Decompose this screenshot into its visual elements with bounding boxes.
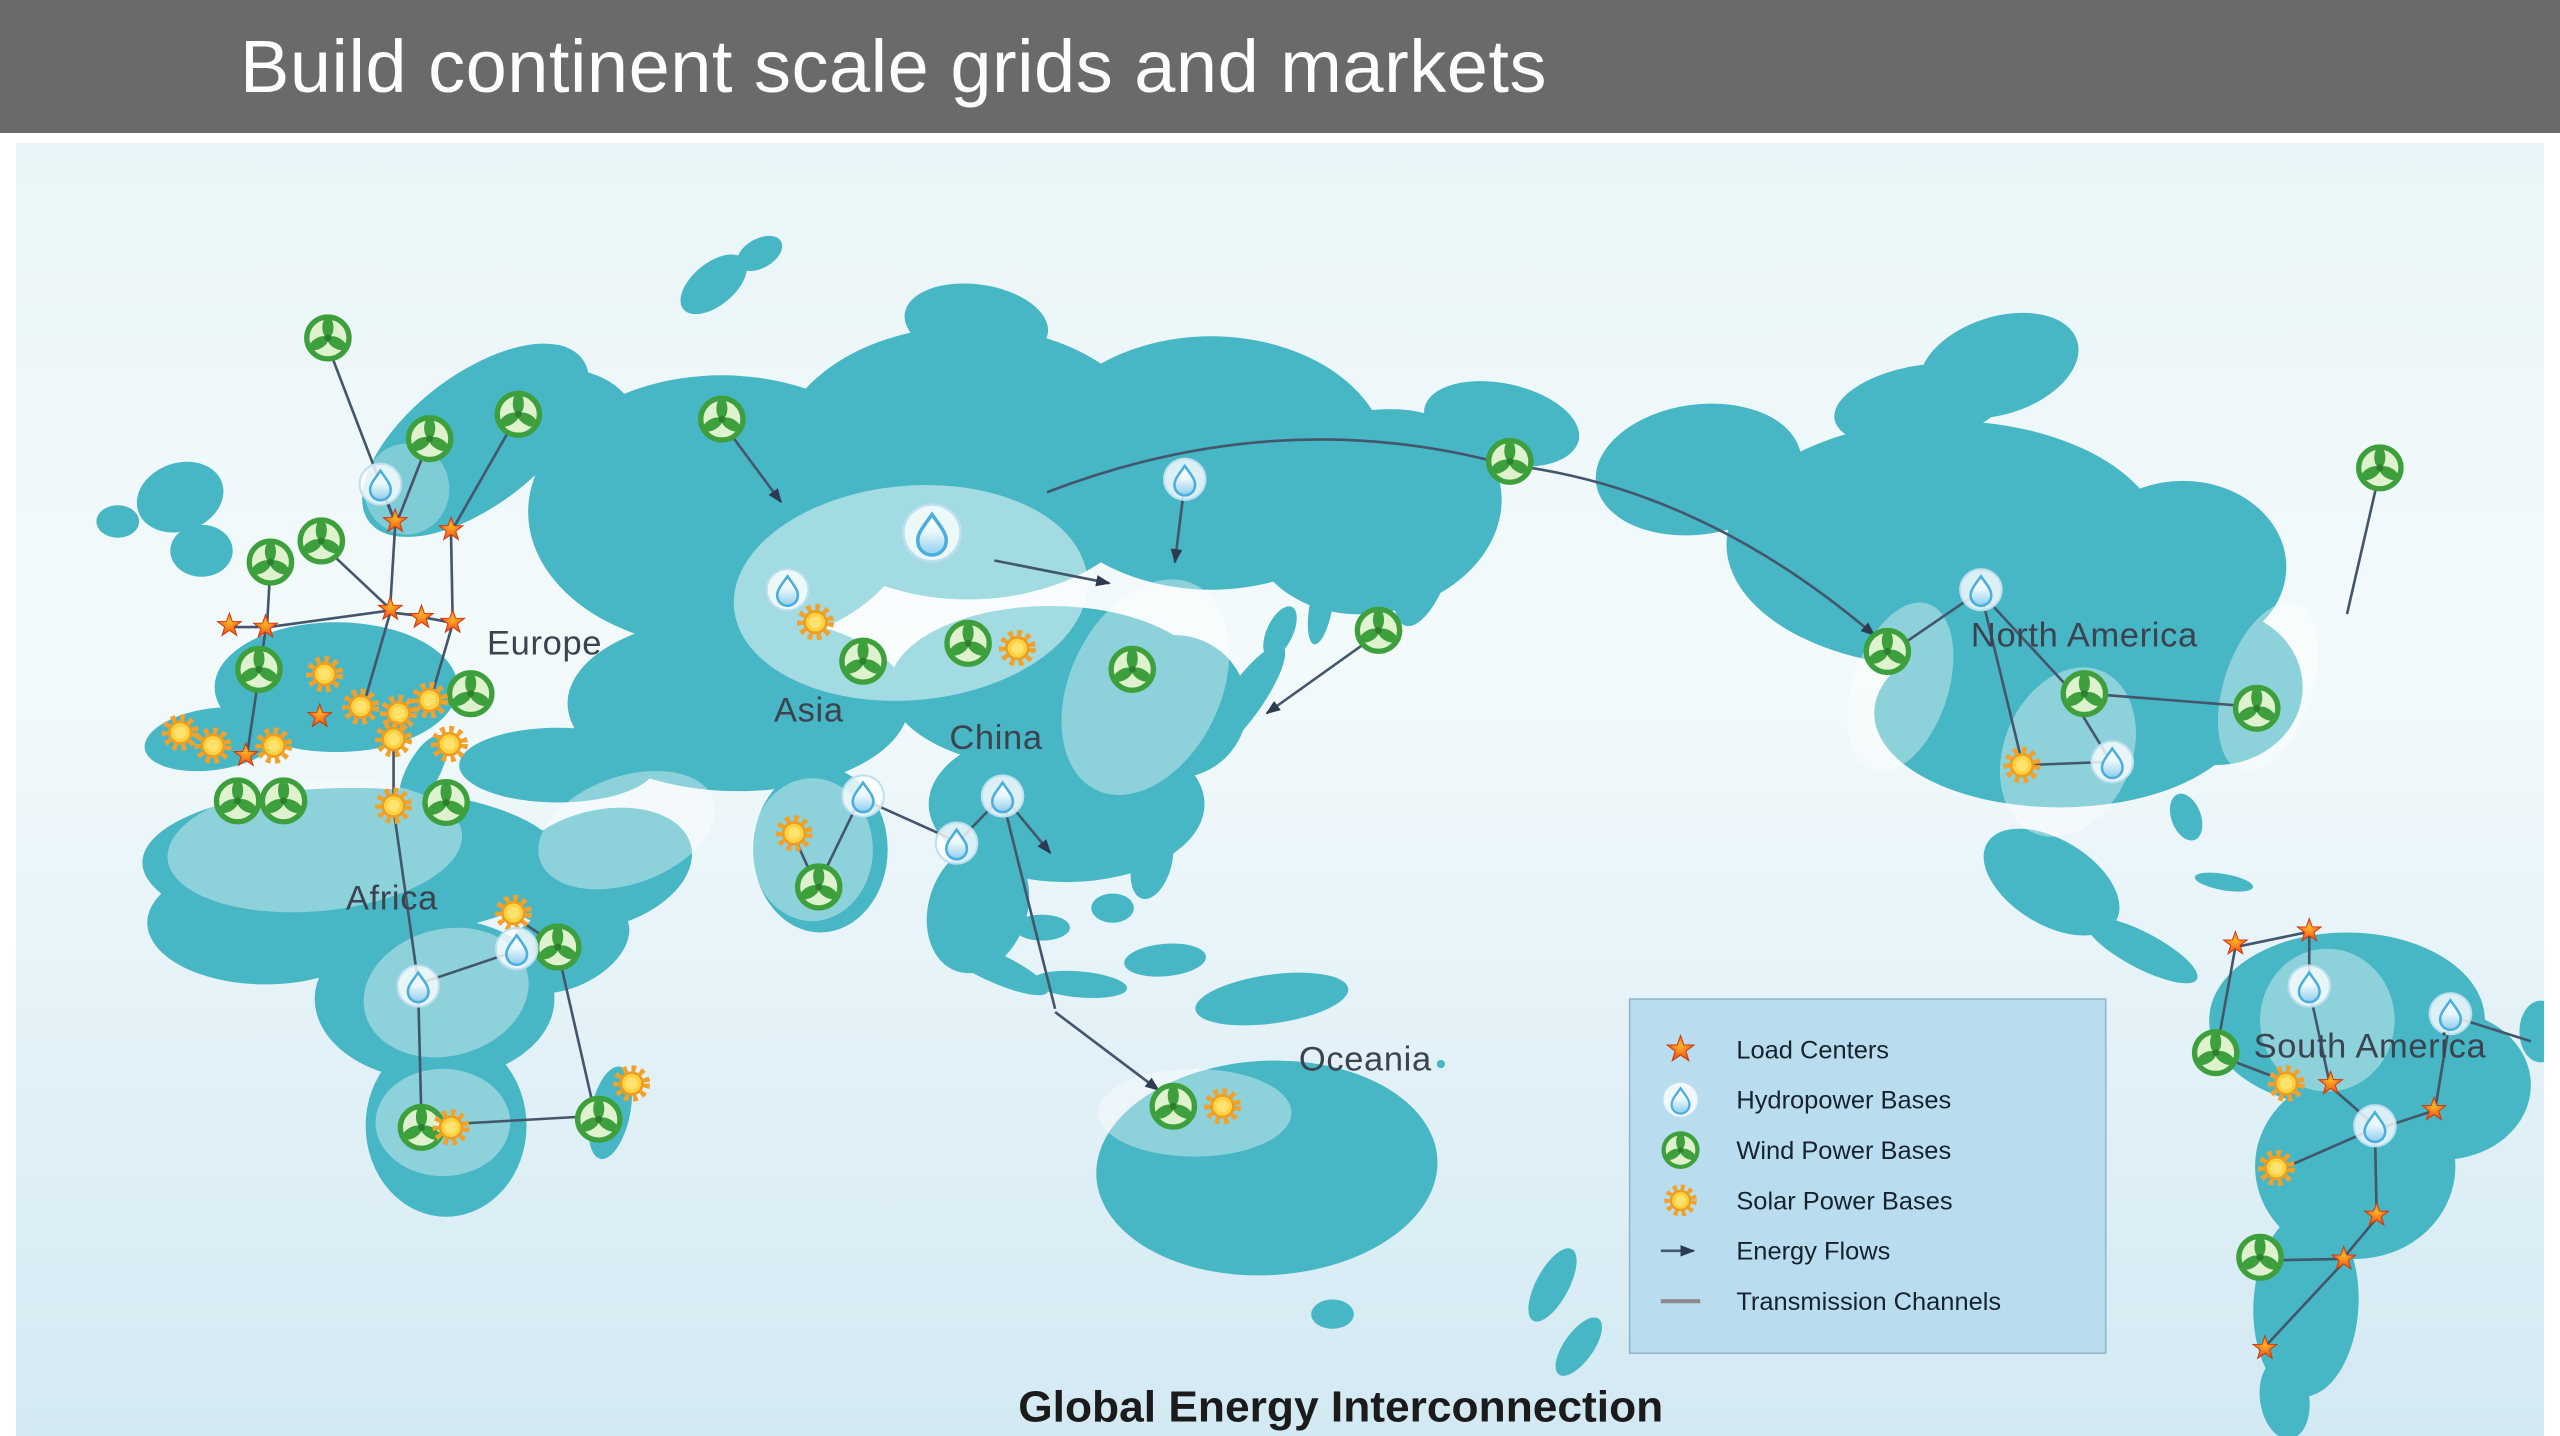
- legend-label: Solar Power Bases: [1736, 1188, 1952, 1216]
- wind-power-base-icon: [1489, 440, 1532, 482]
- wind-power-base-icon: [2194, 1032, 2237, 1074]
- hydropower-base-icon: [901, 502, 963, 564]
- transmission-line: [416, 989, 423, 1123]
- transmission-line: [1979, 592, 2024, 763]
- wind-power-base-icon: [2359, 447, 2402, 489]
- wind-power-base-icon: [497, 393, 540, 435]
- wind-power-base-icon: [216, 780, 259, 822]
- region-label-north-america: North America: [1971, 617, 2198, 655]
- legend-box: [1628, 998, 2107, 1354]
- legend-label: Transmission Channels: [1736, 1288, 2001, 1316]
- hydropower-base-icon: [396, 964, 441, 1008]
- wind-power-base-icon: [797, 866, 840, 908]
- region-labels: Europe Asia China Africa Oceania North Americ…: [346, 617, 2487, 1079]
- wind-power-base-icon: [408, 418, 451, 460]
- transmission-line: [2344, 1217, 2378, 1257]
- continents: [96, 235, 2544, 1436]
- hydropower-base-icon: [765, 567, 810, 612]
- transmission-line: [268, 609, 388, 629]
- transmission-line: [2235, 931, 2307, 949]
- transmission-line: [430, 623, 454, 698]
- hydropower-base-icon: [2352, 1103, 2398, 1148]
- region-label-africa: Africa: [346, 880, 438, 918]
- wind-power-base-icon: [2063, 673, 2106, 715]
- hydropower-base-icon: [2090, 739, 2135, 784]
- map-legend: Load Centers Hydropower Bases Wind Power B…: [1628, 998, 2107, 1354]
- region-label-china: China: [949, 719, 1043, 757]
- wind-power-base-icon: [249, 541, 292, 583]
- region-label-asia: Asia: [774, 691, 844, 729]
- hydropower-base-icon: [1162, 457, 1207, 502]
- hydropower-base-icon: [358, 462, 403, 507]
- transmission-line: [2345, 470, 2382, 615]
- transmission-line: [362, 612, 392, 704]
- wind-power-base-icon: [536, 926, 579, 968]
- region-label-oceania: Oceania: [1299, 1041, 1432, 1079]
- wind-power-base-icon: [262, 780, 305, 822]
- energy-flow-arrow: [1519, 464, 1876, 637]
- wind-power-base-icon: [307, 317, 350, 359]
- transmission-line: [2265, 1261, 2345, 1346]
- wind-power-base-icon: [2239, 1236, 2282, 1278]
- wind-power-base-icon: [947, 622, 990, 664]
- slide-header: Build continent scale grids and markets: [0, 0, 2560, 133]
- region-label-south-america: South America: [2254, 1028, 2487, 1066]
- hydropower-base-icon: [934, 821, 979, 866]
- wind-power-base-icon: [1664, 1133, 1698, 1167]
- wind-power-base-icon: [449, 673, 492, 715]
- map-area: Europe Asia China Africa Oceania North Americ…: [16, 143, 2544, 1436]
- region-label-europe: Europe: [487, 625, 602, 663]
- world-map: Europe Asia China Africa Oceania North Americ…: [16, 143, 2544, 1436]
- wind-power-base-icon: [425, 781, 468, 823]
- hydropower-base-icon: [2287, 964, 2332, 1008]
- legend-label: Wind Power Bases: [1736, 1137, 1951, 1165]
- transmission-line: [1001, 798, 1057, 1010]
- transmission-line: [388, 524, 397, 607]
- legend-label: Hydropower Bases: [1736, 1087, 1951, 1115]
- transmission-line: [1046, 438, 1507, 494]
- legend-label: Energy Flows: [1736, 1238, 1890, 1266]
- wind-power-base-icon: [578, 1098, 621, 1140]
- hydropower-base-icon: [1958, 567, 2004, 612]
- wind-power-base-icon: [1866, 630, 1909, 672]
- transmission-line: [556, 950, 597, 1117]
- transmission-network: [231, 345, 2532, 1346]
- wind-power-base-icon: [1152, 1085, 1195, 1127]
- wind-power-base-icon: [238, 648, 281, 690]
- slide-title: Build continent scale grids and markets: [240, 25, 1547, 108]
- legend-label: Load Centers: [1736, 1036, 1889, 1064]
- transmission-line: [392, 808, 420, 983]
- transmission-line: [1979, 592, 2069, 689]
- transmission-line: [449, 532, 454, 619]
- energy-flow-arrow: [1054, 1011, 1160, 1092]
- map-caption: Global Energy Interconnection: [1018, 1383, 1663, 1432]
- energy-flow-arrow: [1265, 632, 1380, 715]
- wind-power-base-icon: [2235, 687, 2278, 729]
- wind-power-base-icon: [842, 640, 885, 682]
- wind-power-base-icon: [701, 398, 744, 440]
- hydropower-base-icon: [840, 774, 886, 818]
- hydropower-base-icon: [1661, 1080, 1700, 1119]
- wind-power-base-icon: [1111, 648, 1154, 690]
- transmission-line: [450, 1114, 594, 1126]
- wind-power-base-icon: [1357, 609, 1400, 651]
- hydropower-base-icon: [980, 774, 1025, 818]
- energy-flow-arrow: [994, 559, 1111, 587]
- hydropower-base-icon: [494, 926, 539, 971]
- wind-power-base-icon: [300, 520, 343, 562]
- transmission-line: [2087, 692, 2254, 708]
